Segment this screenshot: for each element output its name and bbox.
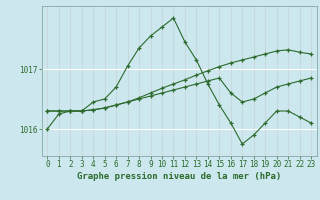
X-axis label: Graphe pression niveau de la mer (hPa): Graphe pression niveau de la mer (hPa) (77, 172, 281, 181)
